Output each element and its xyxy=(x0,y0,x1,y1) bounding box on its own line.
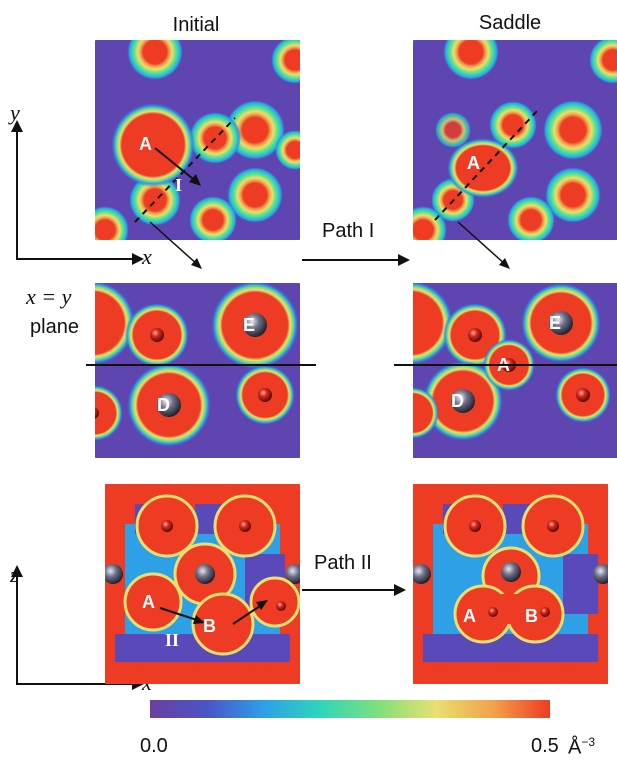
panel-initial-zx: A B II xyxy=(105,484,300,684)
x-axis-line-top xyxy=(16,258,134,260)
path-two-arrowhead xyxy=(394,584,406,596)
connector-initial xyxy=(149,221,199,266)
atom-label-d: D xyxy=(157,395,170,415)
path-one-arrow-line xyxy=(302,259,400,261)
panel-saddle-top: A xyxy=(413,40,617,240)
path-two-arrow-line xyxy=(302,589,396,591)
atom-label-e: E xyxy=(243,315,256,335)
arrow-label-path-two: II xyxy=(165,630,180,650)
colorbar-unit-exponent: −3 xyxy=(581,735,596,749)
atom-label-a-zx-saddle: A xyxy=(463,606,476,626)
path-one-arrowhead xyxy=(398,254,410,266)
y-axis-arrowhead xyxy=(11,120,23,132)
x-axis-arrowhead-top xyxy=(132,253,144,265)
xy-plane-math-label: x = y xyxy=(26,284,72,309)
z-axis-line xyxy=(16,572,18,684)
y-axis-label: y xyxy=(10,100,20,125)
z-axis-arrowhead xyxy=(11,565,23,577)
y-axis-line xyxy=(16,127,18,259)
panel-saddle-zx: A B xyxy=(413,484,608,684)
atom-label-d-saddle: D xyxy=(451,391,464,411)
atom-label-e-saddle: E xyxy=(549,313,562,333)
cut-line-saddle xyxy=(394,364,617,366)
xy-plane-word-label: plane xyxy=(30,316,79,338)
colorbar-min-label: 0.0 xyxy=(140,735,168,757)
cut-line-initial xyxy=(86,364,316,366)
path-one-label: Path I xyxy=(322,220,375,242)
title-saddle: Saddle xyxy=(478,12,542,34)
arrow-label-path-one: I xyxy=(175,175,183,195)
panel-initial-plane: E D xyxy=(95,283,300,458)
panel-saddle-plane: E A D xyxy=(413,283,617,458)
colorbar-unit-label: Å−3 xyxy=(568,735,595,760)
x-axis-line-bottom xyxy=(16,683,134,685)
z-axis-label: z xyxy=(10,562,19,587)
atom-label-a-plane-saddle: A xyxy=(497,355,510,376)
atom-label-b-saddle: B xyxy=(525,606,538,626)
colorbar-unit: Å xyxy=(568,736,582,759)
atom-label-a-zx: A xyxy=(142,592,155,612)
panel-initial-top: A I xyxy=(95,40,300,240)
atom-label-a-saddle: A xyxy=(467,153,480,173)
title-initial: Initial xyxy=(172,14,220,36)
connector-saddle xyxy=(457,221,507,266)
x-axis-label-top: x xyxy=(142,244,152,269)
atom-label-b: B xyxy=(203,616,216,636)
colorbar-max-label: 0.5 xyxy=(531,735,559,757)
colorbar xyxy=(150,700,550,718)
path-two-label: Path II xyxy=(314,552,372,574)
atom-label-a: A xyxy=(139,134,152,154)
